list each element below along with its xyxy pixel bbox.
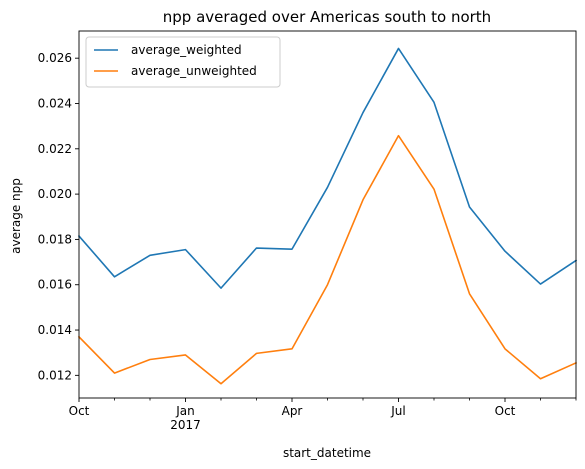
y-tick-label: 0.026: [38, 51, 72, 65]
series-line-average_unweighted: [77, 134, 578, 385]
x-tick-sublabel: 2017: [170, 418, 201, 432]
x-tick-label: Jul: [390, 404, 405, 418]
x-axis-label: start_datetime: [283, 446, 371, 460]
legend: average_weighted average_unweighted: [85, 36, 281, 88]
y-tick-label: 0.012: [38, 368, 72, 382]
y-tick-label: 0.016: [38, 278, 72, 292]
y-tick-label: 0.020: [38, 187, 72, 201]
x-tick-label: Apr: [282, 404, 303, 418]
chart-title: npp averaged over Americas south to nort…: [163, 8, 491, 26]
legend-box: [85, 36, 281, 88]
axes-group: 0.012 0.014 0.016 0.018 0.020 0.022 0.024 0.026…: [38, 30, 577, 432]
legend-label-average_weighted: average_weighted: [131, 43, 242, 57]
y-tick-label: 0.014: [38, 323, 72, 337]
series-line-average_weighted: [77, 47, 578, 289]
series-group: [77, 47, 578, 385]
y-axis-label: average npp: [9, 178, 23, 254]
legend-label-average_unweighted: average_unweighted: [131, 64, 257, 78]
plot-area: [79, 31, 576, 398]
plot-background: [79, 31, 576, 398]
y-tick-label: 0.022: [38, 142, 72, 156]
x-tick-label: Oct: [69, 404, 90, 418]
x-tick-label: Oct: [495, 404, 516, 418]
y-tick-label: 0.018: [38, 232, 72, 246]
y-tick-label: 0.024: [38, 96, 72, 110]
x-tick-label: Jan: [175, 404, 195, 418]
